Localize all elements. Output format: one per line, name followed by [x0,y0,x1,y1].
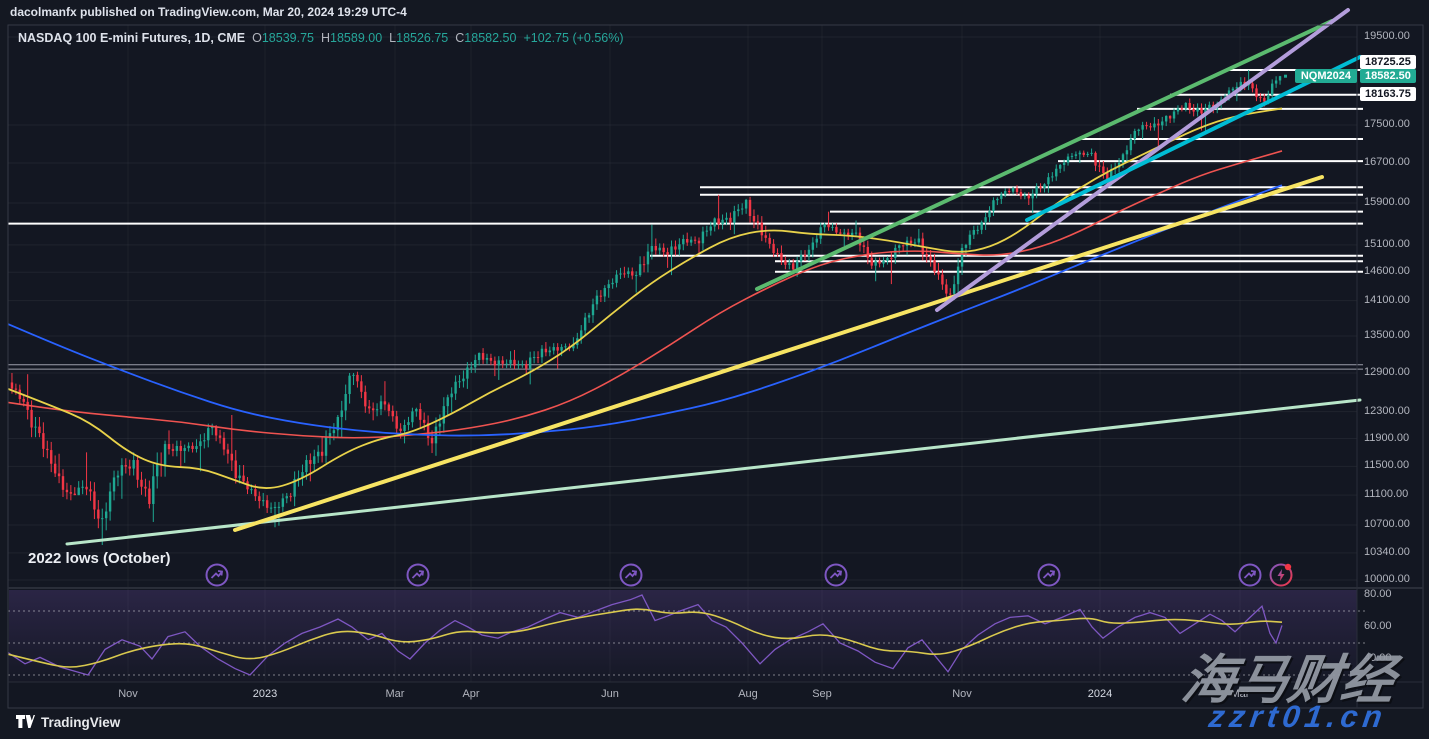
rsi-axis-label: 60.00 [1364,620,1392,632]
last-close-marker [1284,74,1287,78]
price-axis-label: 17500.00 [1364,117,1410,130]
ma-100-line[interactable] [7,150,1283,439]
ohlc-values: O18539.75 H18589.00 L18526.75 C18582.50 [245,31,516,45]
pane-borders [7,24,1424,709]
price-axis-label: 11100.00 [1364,488,1409,501]
ohlc-value: 18582.50 [464,31,517,45]
price-axis-label: 12300.00 [1364,404,1410,417]
purple-acceleration-line[interactable] [935,8,1350,312]
hidden-drawing-icon[interactable] [205,563,229,587]
price-badge-level: 18163.75 [1360,87,1416,101]
price-axis-label: 16700.00 [1364,156,1410,169]
tradingview-logo-text: TradingView [41,714,121,730]
ohlc-value: 18526.75 [396,31,449,45]
green-channel-top[interactable] [755,19,1334,291]
time-axis-label: 2023 [252,688,278,700]
time-axis-label: 2024 [1087,688,1113,700]
price-axis-label: 11900.00 [1364,431,1410,444]
ohlc-key: C [455,31,465,45]
teal-steep-support[interactable] [1025,55,1362,222]
time-axis-label: Aug [738,688,758,700]
price-axis-label: 10700.00 [1364,517,1410,530]
ma-200-line[interactable] [7,184,1283,437]
publish-line: dacolmanfx published on TradingView.com,… [10,5,407,19]
price-axis-label: 10000.00 [1364,573,1410,585]
time-axis-label: Jun [601,688,619,700]
price-axis-label: 15100.00 [1364,237,1410,250]
ohlc-value: 18539.75 [261,31,314,45]
tradingview-logo[interactable]: TradingView [16,714,120,730]
ma-50-line[interactable] [7,107,1283,489]
rsi-axis-label: 40.00 [1364,652,1392,664]
symbol-title: NASDAQ 100 E-mini Futures, 1D, CME [18,31,246,45]
change-value: +102.75 (+0.56%) [523,31,624,45]
time-axis-label: Nov [952,688,972,700]
time-axis-label: Mar [385,688,405,700]
price-axis-label: 19500.00 [1364,30,1410,42]
hidden-drawing-icon[interactable] [406,563,430,587]
rsi-axis-label: 80.00 [1364,588,1392,600]
ohlc-key: H [321,31,331,45]
flash-ideas-icon[interactable] [1269,563,1293,587]
time-axis-label: Apr [462,688,480,700]
lows-annotation: 2022 lows (October) [28,550,171,567]
candlestick-series [10,69,1282,545]
price-axis-label: 12900.00 [1364,365,1410,378]
watermark-url: zzrt01.cn [1206,699,1390,734]
rsi-pane-background [9,590,1357,682]
price-axis-label: 13500.00 [1364,328,1410,341]
rsi-ma-line[interactable] [7,608,1283,668]
hidden-drawing-icon[interactable] [1238,563,1262,587]
hidden-drawing-icon[interactable] [619,563,643,587]
price-badge-level: 18725.25 [1360,55,1416,69]
price-badge-current: 18582.50 [1360,69,1416,83]
major-yellow-trendline[interactable] [233,175,1324,532]
support-from-2022-lows[interactable] [65,398,1362,546]
price-axis-label: 14100.00 [1364,293,1410,306]
ohlc-key: L [389,31,397,45]
time-axis-label: Nov [118,688,138,700]
price-axis-label: 15900.00 [1364,195,1410,208]
contract-tag: NQM2024 [1294,69,1357,83]
hidden-drawing-icon[interactable] [824,563,848,587]
time-axis-label: Sep [812,688,832,700]
time-axis-label: Mar [1230,688,1250,700]
ohlc-key: O [252,31,262,45]
ohlc-value: 18589.00 [330,31,383,45]
price-axis-label: 14600.00 [1364,265,1410,278]
price-axis-label: 11500.00 [1364,459,1410,472]
hidden-drawing-icon[interactable] [1037,563,1061,587]
tradingview-logo-icon [16,715,35,728]
symbol-bar[interactable]: NASDAQ 100 E-mini Futures, 1D, CME O18539… [18,31,624,45]
price-axis-label: 10340.00 [1364,545,1410,558]
